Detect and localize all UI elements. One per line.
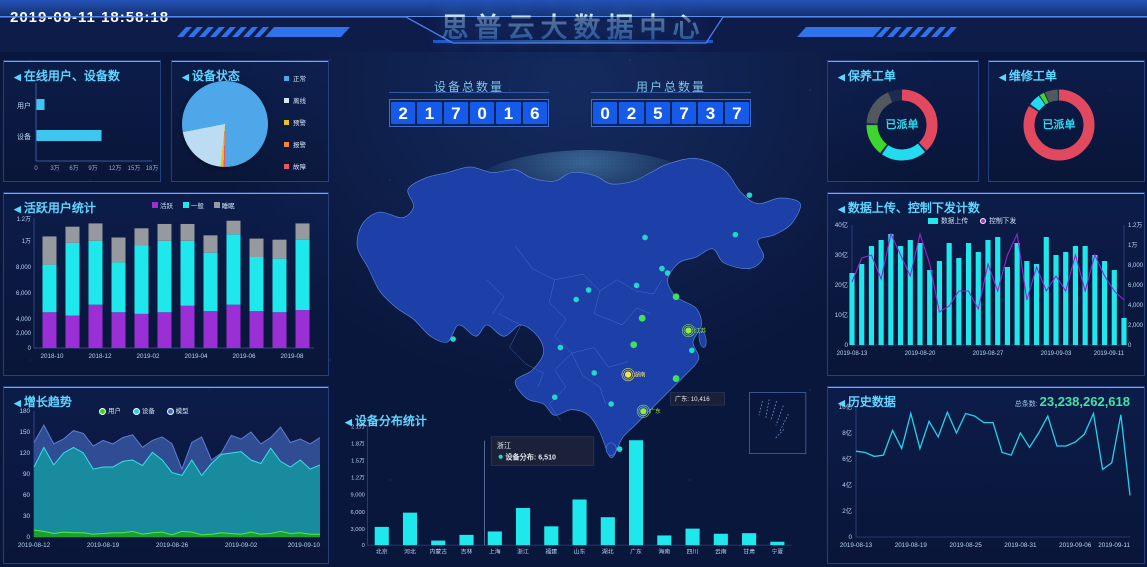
svg-text:180: 180 [19,408,30,415]
svg-text:2019-08-31: 2019-08-31 [1004,542,1037,549]
svg-text:6,000: 6,000 [16,291,32,297]
svg-text:2019-08-12: 2019-08-12 [18,542,51,549]
svg-text:2019-04: 2019-04 [184,353,208,360]
svg-text:2019-06: 2019-06 [232,353,256,360]
svg-text:2019-08-13: 2019-08-13 [840,542,873,549]
svg-text:8,000: 8,000 [16,265,32,271]
svg-text:2019-08-19: 2019-08-19 [895,542,928,549]
svg-text:30: 30 [23,513,31,520]
svg-text:4,000: 4,000 [1128,303,1144,309]
svg-text:0: 0 [34,166,38,172]
svg-text:广东: 10,416: 广东: 10,416 [675,395,710,403]
svg-text:6亿: 6亿 [842,454,852,463]
svg-text:2019-08-13: 2019-08-13 [837,351,868,357]
svg-text:2018-12: 2018-12 [88,353,112,360]
svg-text:1万: 1万 [22,238,31,245]
svg-text:150: 150 [19,429,30,436]
svg-text:0: 0 [848,534,852,541]
svg-text:0: 0 [844,342,848,349]
svg-text:20亿: 20亿 [835,280,848,289]
svg-text:1万: 1万 [1128,242,1137,249]
svg-text:2019-09-11: 2019-09-11 [1098,542,1130,549]
svg-text:0: 0 [1128,343,1132,349]
svg-text:10亿: 10亿 [839,402,852,411]
svg-text:40亿: 40亿 [835,220,848,229]
svg-text:2019-02: 2019-02 [136,353,160,360]
svg-text:2019-08-25: 2019-08-25 [949,542,982,549]
svg-text:2019-09-10: 2019-09-10 [288,542,321,549]
svg-text:0: 0 [26,534,30,541]
svg-text:8,000: 8,000 [1128,263,1144,269]
svg-text:2019-09-06: 2019-09-06 [1059,542,1092,549]
svg-text:4,000: 4,000 [16,317,32,323]
svg-text:30亿: 30亿 [835,250,848,259]
svg-text:18万: 18万 [146,165,159,172]
svg-text:2019-08-20: 2019-08-20 [905,351,936,357]
svg-text:9万: 9万 [88,165,97,172]
svg-text:2019-09-02: 2019-09-02 [225,542,258,549]
svg-text:设备: 设备 [17,132,31,141]
svg-text:1.2万: 1.2万 [1128,222,1142,229]
svg-text:2亿: 2亿 [842,506,852,515]
svg-text:6万: 6万 [69,165,78,172]
svg-text:2019-09-11: 2019-09-11 [1094,351,1125,357]
svg-text:8亿: 8亿 [842,428,852,437]
svg-text:2019-08-19: 2019-08-19 [87,542,120,549]
svg-text:2018-10: 2018-10 [40,353,64,360]
svg-text:2,000: 2,000 [1128,323,1144,329]
svg-text:90: 90 [23,471,31,478]
svg-text:3万: 3万 [50,165,59,172]
svg-text:6,000: 6,000 [1128,283,1144,289]
svg-text:2,000: 2,000 [16,331,32,337]
svg-text:2019-08-27: 2019-08-27 [973,351,1004,357]
svg-text:10亿: 10亿 [835,310,848,319]
svg-text:1.2万: 1.2万 [17,216,31,223]
svg-text:已派单: 已派单 [1043,117,1076,131]
svg-text:已派单: 已派单 [886,117,919,131]
svg-text:15万: 15万 [128,165,141,172]
svg-text:12万: 12万 [109,165,122,172]
svg-text:2019-09-03: 2019-09-03 [1041,351,1072,357]
svg-text:120: 120 [19,450,30,457]
svg-text:60: 60 [23,492,31,499]
svg-text:0: 0 [28,346,32,352]
svg-text:2019-08: 2019-08 [280,353,304,360]
svg-text:2019-08-26: 2019-08-26 [156,542,189,549]
svg-text:用户: 用户 [17,101,31,110]
svg-text:4亿: 4亿 [842,480,852,489]
